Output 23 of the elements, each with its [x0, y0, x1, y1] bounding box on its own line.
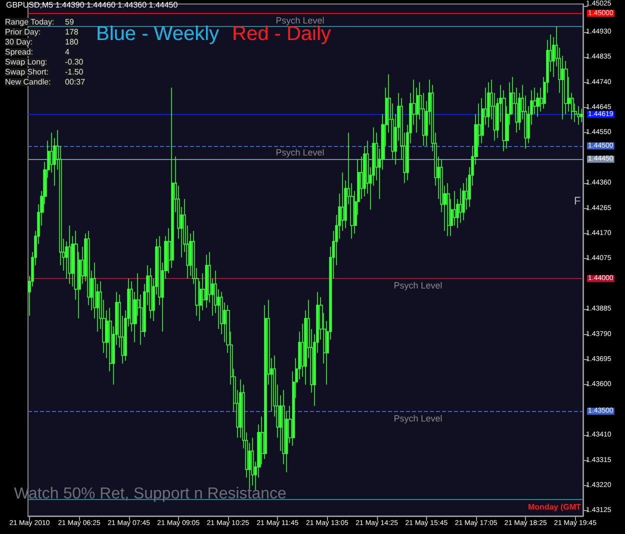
text: Swap Long: -0.30	[5, 58, 84, 66]
text: Prior Day: 178	[5, 28, 78, 36]
annotation: Psych Level	[394, 280, 442, 290]
annotation: Psych Level	[276, 16, 324, 26]
annotation: F	[574, 196, 581, 208]
text: Swap Short: -1.50	[5, 68, 84, 76]
candlestick	[487, 82, 490, 128]
candlestick	[447, 182, 450, 237]
annotation: Blue - Weekly	[96, 23, 220, 45]
text: Spread: 4	[5, 48, 70, 56]
candlestick	[149, 268, 152, 319]
text: Range Today: 59	[5, 18, 74, 26]
candlestick	[251, 437, 254, 486]
text: 30 Day: 180	[5, 38, 78, 46]
candlestick	[68, 225, 71, 284]
candlestick	[205, 254, 208, 308]
annotation: Psych Level	[394, 414, 442, 424]
annotation: Monday (GMT	[528, 502, 581, 512]
annotation: Psych Level	[276, 148, 324, 158]
text: New Candle: 00:37	[5, 78, 86, 86]
candlestick	[580, 108, 583, 122]
candlestick	[577, 106, 580, 126]
chart-title: GBPUSD,M5 1.44390 1.44460 1.44360 1.44450	[6, 0, 178, 10]
